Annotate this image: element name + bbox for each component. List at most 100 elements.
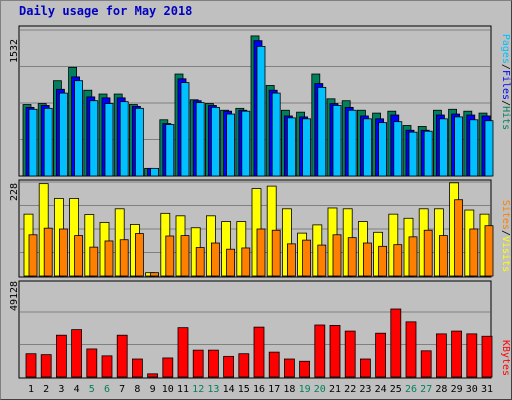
day-label: 24 [375, 384, 387, 395]
kbytes-bar [435, 333, 447, 378]
legend-files: Files [500, 70, 511, 100]
kbytes-bar [283, 358, 295, 378]
kbytes-bar [207, 349, 219, 378]
pages-bar [28, 108, 38, 177]
kbytes-bar [238, 353, 250, 378]
sites-bar [89, 246, 99, 277]
pages-bar [241, 110, 251, 177]
visits-ymax-label: 228 [9, 183, 20, 201]
day-label: 12 [192, 384, 204, 395]
day-label: 5 [89, 384, 95, 395]
sites-bar [28, 234, 38, 277]
legend-pages: Pages [500, 34, 511, 64]
kbytes-bar [86, 348, 98, 378]
day-label: 25 [390, 384, 402, 395]
sites-bar [378, 245, 388, 277]
pages-bar [165, 124, 175, 177]
kbytes-ymax-label: 49128 [9, 281, 20, 311]
kbytes-bar [390, 308, 402, 378]
kbytes-bar [25, 353, 37, 378]
sites-bar [393, 244, 403, 277]
sites-bar [256, 228, 266, 277]
kbytes-bar [451, 330, 463, 378]
legend-sep-3: / [500, 230, 511, 236]
kbytes-bar [192, 349, 204, 378]
sites-bar [454, 199, 464, 277]
kbytes-bar [101, 355, 113, 378]
pages-bar [271, 92, 281, 177]
kbytes-bar [71, 329, 82, 378]
pages-bar [423, 130, 433, 177]
visits-bar [281, 208, 292, 277]
kbytes-bar [40, 354, 52, 378]
day-label: 14 [223, 384, 235, 395]
day-label: 19 [299, 384, 311, 395]
legend-kbytes: KBytes [500, 340, 511, 376]
sites-bar [43, 227, 53, 277]
kbytes-bar [314, 324, 326, 378]
day-label: 29 [451, 384, 463, 395]
legend-bottom: KBytes [500, 340, 511, 376]
sites-bar [180, 235, 190, 277]
pages-bar [226, 113, 236, 177]
pages-bar [302, 118, 312, 177]
day-label: 28 [435, 384, 447, 395]
legend-sites: Sites [500, 200, 511, 230]
day-label: 17 [268, 384, 280, 395]
day-label: 15 [238, 384, 250, 395]
sites-bar [74, 235, 83, 277]
legend-middle: Sites/Visits [500, 200, 511, 272]
day-label: 21 [329, 384, 341, 395]
sites-bar [150, 272, 160, 277]
sites-bar [347, 237, 357, 277]
sites-bar [104, 240, 114, 277]
pages-bar [150, 167, 160, 177]
pages-bar [256, 45, 266, 177]
day-label: 20 [314, 384, 326, 395]
kbytes-bar [223, 355, 235, 378]
kbytes-bar [268, 351, 280, 378]
pages-bar [408, 131, 418, 177]
pages-bar [378, 122, 388, 177]
day-label: 22 [344, 384, 356, 395]
pages-bar [454, 116, 464, 177]
pages-bar [43, 107, 53, 177]
visits-bar [84, 214, 95, 277]
sites-bar [408, 236, 418, 277]
chart-title: Daily usage for May 2018 [19, 4, 193, 18]
pages-bar [210, 106, 220, 177]
sites-bar [59, 228, 68, 277]
kbytes-bar [177, 327, 189, 378]
kbytes-bar [344, 330, 356, 378]
kbytes-bar [162, 357, 174, 378]
sites-bar [438, 235, 448, 277]
day-label: 8 [134, 384, 140, 395]
day-label: 18 [283, 384, 295, 395]
pages-bar [134, 107, 144, 177]
day-label: 23 [359, 384, 371, 395]
pages-bar [104, 103, 114, 177]
legend-sep-1: / [500, 64, 511, 70]
kbytes-bar [466, 333, 478, 378]
legend-sep-2: / [500, 100, 511, 106]
kbytes-bar [299, 360, 311, 378]
pages-bar [438, 118, 448, 177]
day-label: 3 [58, 384, 64, 395]
sites-bar [119, 239, 129, 277]
pages-bar [332, 105, 342, 177]
day-label: 11 [177, 384, 189, 395]
kbytes-bar [329, 325, 341, 378]
day-label: 13 [207, 384, 219, 395]
legend-visits: Visits [500, 236, 511, 272]
pages-bar [484, 120, 494, 177]
kbytes-bar [420, 350, 432, 378]
day-label: 10 [162, 384, 174, 395]
legend-hits: Hits [500, 106, 511, 130]
sites-bar [469, 228, 479, 277]
pages-bar [180, 82, 190, 177]
sites-bar [362, 242, 372, 277]
day-label: 6 [104, 384, 110, 395]
sites-bar [302, 239, 312, 277]
sites-bar [286, 243, 296, 277]
